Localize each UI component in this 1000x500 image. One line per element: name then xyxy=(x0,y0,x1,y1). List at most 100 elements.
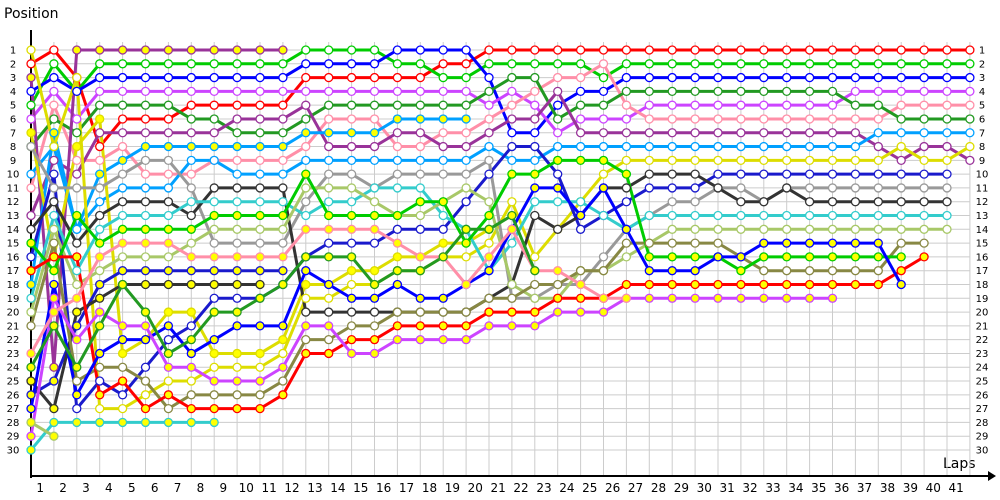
data-point xyxy=(209,238,219,248)
data-point xyxy=(873,72,883,83)
data-point xyxy=(507,224,517,234)
data-point xyxy=(621,128,632,138)
data-point xyxy=(484,100,494,110)
data-point xyxy=(759,210,769,221)
data-point xyxy=(346,45,357,55)
data-point xyxy=(965,114,975,124)
y-tick-label-right: 20 xyxy=(976,308,989,319)
data-point xyxy=(415,155,425,165)
data-point xyxy=(186,197,196,207)
data-point xyxy=(621,114,632,124)
data-point xyxy=(759,86,769,97)
data-point xyxy=(575,155,586,165)
data-point xyxy=(49,417,59,428)
data-point xyxy=(324,141,334,152)
data-point xyxy=(713,210,723,221)
data-point xyxy=(438,141,448,152)
data-point xyxy=(713,100,723,110)
data-point xyxy=(346,59,357,69)
data-point xyxy=(896,279,906,290)
data-point xyxy=(804,279,815,290)
data-point xyxy=(598,45,609,55)
data-point xyxy=(95,114,105,124)
data-point xyxy=(163,169,174,179)
data-point xyxy=(163,100,174,110)
data-point xyxy=(438,197,448,207)
data-point xyxy=(95,86,105,97)
data-point xyxy=(873,128,883,138)
data-point xyxy=(690,210,700,221)
data-point xyxy=(644,128,654,138)
data-point xyxy=(644,238,654,248)
y-tick-label-right: 2 xyxy=(979,59,985,70)
data-point xyxy=(392,59,403,69)
data-point xyxy=(873,183,883,193)
data-point xyxy=(49,307,59,317)
data-point xyxy=(736,141,746,152)
data-point xyxy=(324,224,334,234)
data-point xyxy=(346,293,357,303)
data-point xyxy=(667,293,677,303)
data-point xyxy=(232,266,242,276)
y-tick-label-right: 12 xyxy=(976,197,989,208)
data-point xyxy=(369,141,380,152)
data-point xyxy=(690,86,700,97)
data-point xyxy=(598,266,609,276)
data-point xyxy=(369,210,380,221)
y-tick-label-left: 29 xyxy=(7,432,20,443)
data-point xyxy=(72,183,82,193)
data-point xyxy=(690,197,700,207)
data-point xyxy=(919,169,929,179)
data-point xyxy=(804,210,815,221)
data-point xyxy=(117,72,128,83)
data-point xyxy=(667,197,677,207)
x-tick-label: 3 xyxy=(82,481,90,495)
data-point xyxy=(553,45,563,55)
data-point xyxy=(782,114,792,124)
data-point xyxy=(827,238,838,248)
data-point xyxy=(942,224,952,234)
data-point xyxy=(942,128,952,138)
data-point xyxy=(278,390,288,400)
data-point xyxy=(598,169,609,179)
data-point xyxy=(278,128,288,138)
data-point xyxy=(346,141,357,152)
data-point xyxy=(644,210,654,221)
data-point xyxy=(484,224,494,234)
data-point xyxy=(301,141,311,152)
data-point xyxy=(324,197,334,207)
data-point xyxy=(232,100,242,110)
data-point xyxy=(232,128,242,138)
data-point xyxy=(255,141,265,152)
data-point xyxy=(209,59,219,69)
data-point xyxy=(301,266,311,276)
data-point xyxy=(873,141,883,152)
data-point xyxy=(667,72,677,83)
data-point xyxy=(736,114,746,124)
data-point xyxy=(163,141,174,152)
data-point xyxy=(942,155,952,165)
data-point xyxy=(49,362,59,372)
data-point xyxy=(553,86,563,97)
data-point xyxy=(553,293,563,303)
y-axis-title: Position xyxy=(4,6,59,22)
data-point xyxy=(667,169,677,179)
y-tick-label-left: 17 xyxy=(7,266,20,277)
data-point xyxy=(186,238,196,248)
data-point xyxy=(484,141,494,152)
data-point xyxy=(667,224,677,234)
data-point xyxy=(369,128,380,138)
data-point xyxy=(759,72,769,83)
data-point xyxy=(26,86,36,97)
y-tick-label-right: 16 xyxy=(976,252,989,263)
data-point xyxy=(873,238,883,248)
data-point xyxy=(392,45,403,55)
data-point xyxy=(95,238,105,248)
y-tick-label-left: 2 xyxy=(10,59,16,70)
y-tick-label-right: 29 xyxy=(976,432,989,443)
y-tick-label-right: 22 xyxy=(976,335,989,346)
data-point xyxy=(759,197,769,207)
y-tick-label-left: 3 xyxy=(10,73,16,84)
data-point xyxy=(827,155,838,165)
data-point xyxy=(484,128,494,138)
